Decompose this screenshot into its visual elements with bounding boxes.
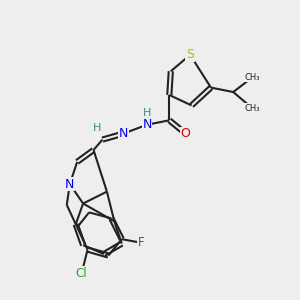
Text: Cl: Cl	[76, 267, 88, 280]
Text: H: H	[93, 123, 101, 133]
Text: CH₃: CH₃	[245, 104, 260, 113]
Text: N: N	[142, 118, 152, 131]
Text: O: O	[181, 127, 190, 140]
Text: N: N	[118, 127, 128, 140]
Text: H: H	[143, 108, 151, 118]
Text: S: S	[186, 48, 194, 62]
Text: CH₃: CH₃	[245, 73, 260, 82]
Text: N: N	[65, 178, 74, 191]
Text: F: F	[138, 236, 144, 249]
